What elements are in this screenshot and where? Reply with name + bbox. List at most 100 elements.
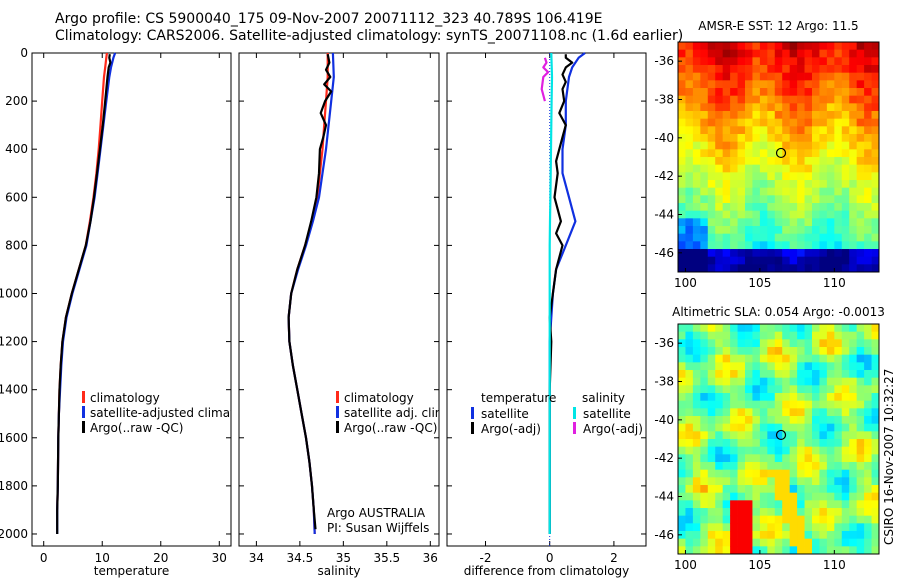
map-cell [789,111,798,120]
map-cell [752,134,761,143]
map-cell [678,515,686,524]
map-cell [856,377,865,386]
map-cell [789,249,798,258]
map-cell [789,164,798,173]
map-cell [737,249,746,258]
map-cell [819,42,828,51]
map-cell [759,523,768,532]
y-tick-label: 2000 [0,527,28,541]
map-cell [730,347,738,356]
map-cell [797,377,805,386]
map-cell [856,80,865,89]
map-cell [849,57,858,66]
map-cell [849,416,858,425]
map-cell [826,331,835,340]
map-cell [745,339,753,348]
map-cell [804,180,813,189]
map-cell [871,347,880,356]
map-cell [722,264,731,273]
map-cell [774,141,783,150]
map-cell [715,354,724,363]
map-cell [841,57,850,66]
map-cell [767,218,776,227]
map-cell [797,508,805,517]
map-cell [715,226,724,235]
x-tick-label: 10 [95,551,110,565]
map-cell [826,324,835,333]
map-cell [834,408,843,417]
map-cell [797,241,805,250]
map-cell [759,423,768,432]
map-cell [700,508,709,517]
map-cell [834,203,843,212]
map-cell [737,324,746,333]
map-cell [722,95,731,104]
map-cell [722,210,731,219]
map-cell [834,88,843,97]
map-cell [700,157,709,166]
map-cell [812,134,820,143]
map-cell [700,393,709,402]
map-cell [752,57,761,66]
map-cell [864,538,872,547]
map-cell [871,500,880,509]
annotation-text: Argo AUSTRALIA [327,506,426,520]
map-cell [730,95,738,104]
map-cell [730,80,738,89]
map-cell [856,95,865,104]
map-cell [737,354,746,363]
map-cell [722,49,731,58]
map-cell [722,500,731,509]
map-cell [782,149,791,158]
map-cell [804,331,813,340]
map-cell [812,95,820,104]
map-cell [797,118,805,127]
map-cell [752,531,761,540]
map-cell [834,226,843,235]
map-cell [700,42,709,51]
map-cell [789,500,798,509]
map-cell [715,500,724,509]
map-cell [782,126,791,135]
x-tick-label: 34.5 [287,551,314,565]
map-cell [685,523,694,532]
map-cell [804,377,813,386]
map-cell [782,187,791,196]
map-cell [707,164,716,173]
map-cell [782,141,791,150]
map-cell [774,249,783,258]
map-cell [678,523,686,532]
x-tick-label: 20 [153,551,168,565]
map-cell [774,172,783,181]
map-cell [752,141,761,150]
map-cell [826,462,835,471]
map-cell [774,347,783,356]
y-tick-label: -36 [654,336,674,350]
map-cell [707,226,716,235]
map-cell [782,49,791,58]
map-cell [789,515,798,524]
map-cell [812,172,820,181]
map-cell [812,126,820,135]
map-cell [782,80,791,89]
map-cell [841,88,850,97]
map-cell [685,164,694,173]
map-cell [730,439,738,448]
map-cell [759,249,768,258]
map-cell [864,347,872,356]
map-cell [841,126,850,135]
map-cell [707,492,716,501]
map-cell [841,400,850,409]
map-cell [819,324,828,333]
map-cell [774,508,783,517]
map-cell [685,446,694,455]
map-cell [737,377,746,386]
map-cell [767,324,776,333]
map-cell [782,446,791,455]
map-cell [789,508,798,517]
map-cell [752,546,761,555]
map-cell [789,103,798,112]
map-cell [685,538,694,547]
x-tick-label: 110 [823,276,846,290]
